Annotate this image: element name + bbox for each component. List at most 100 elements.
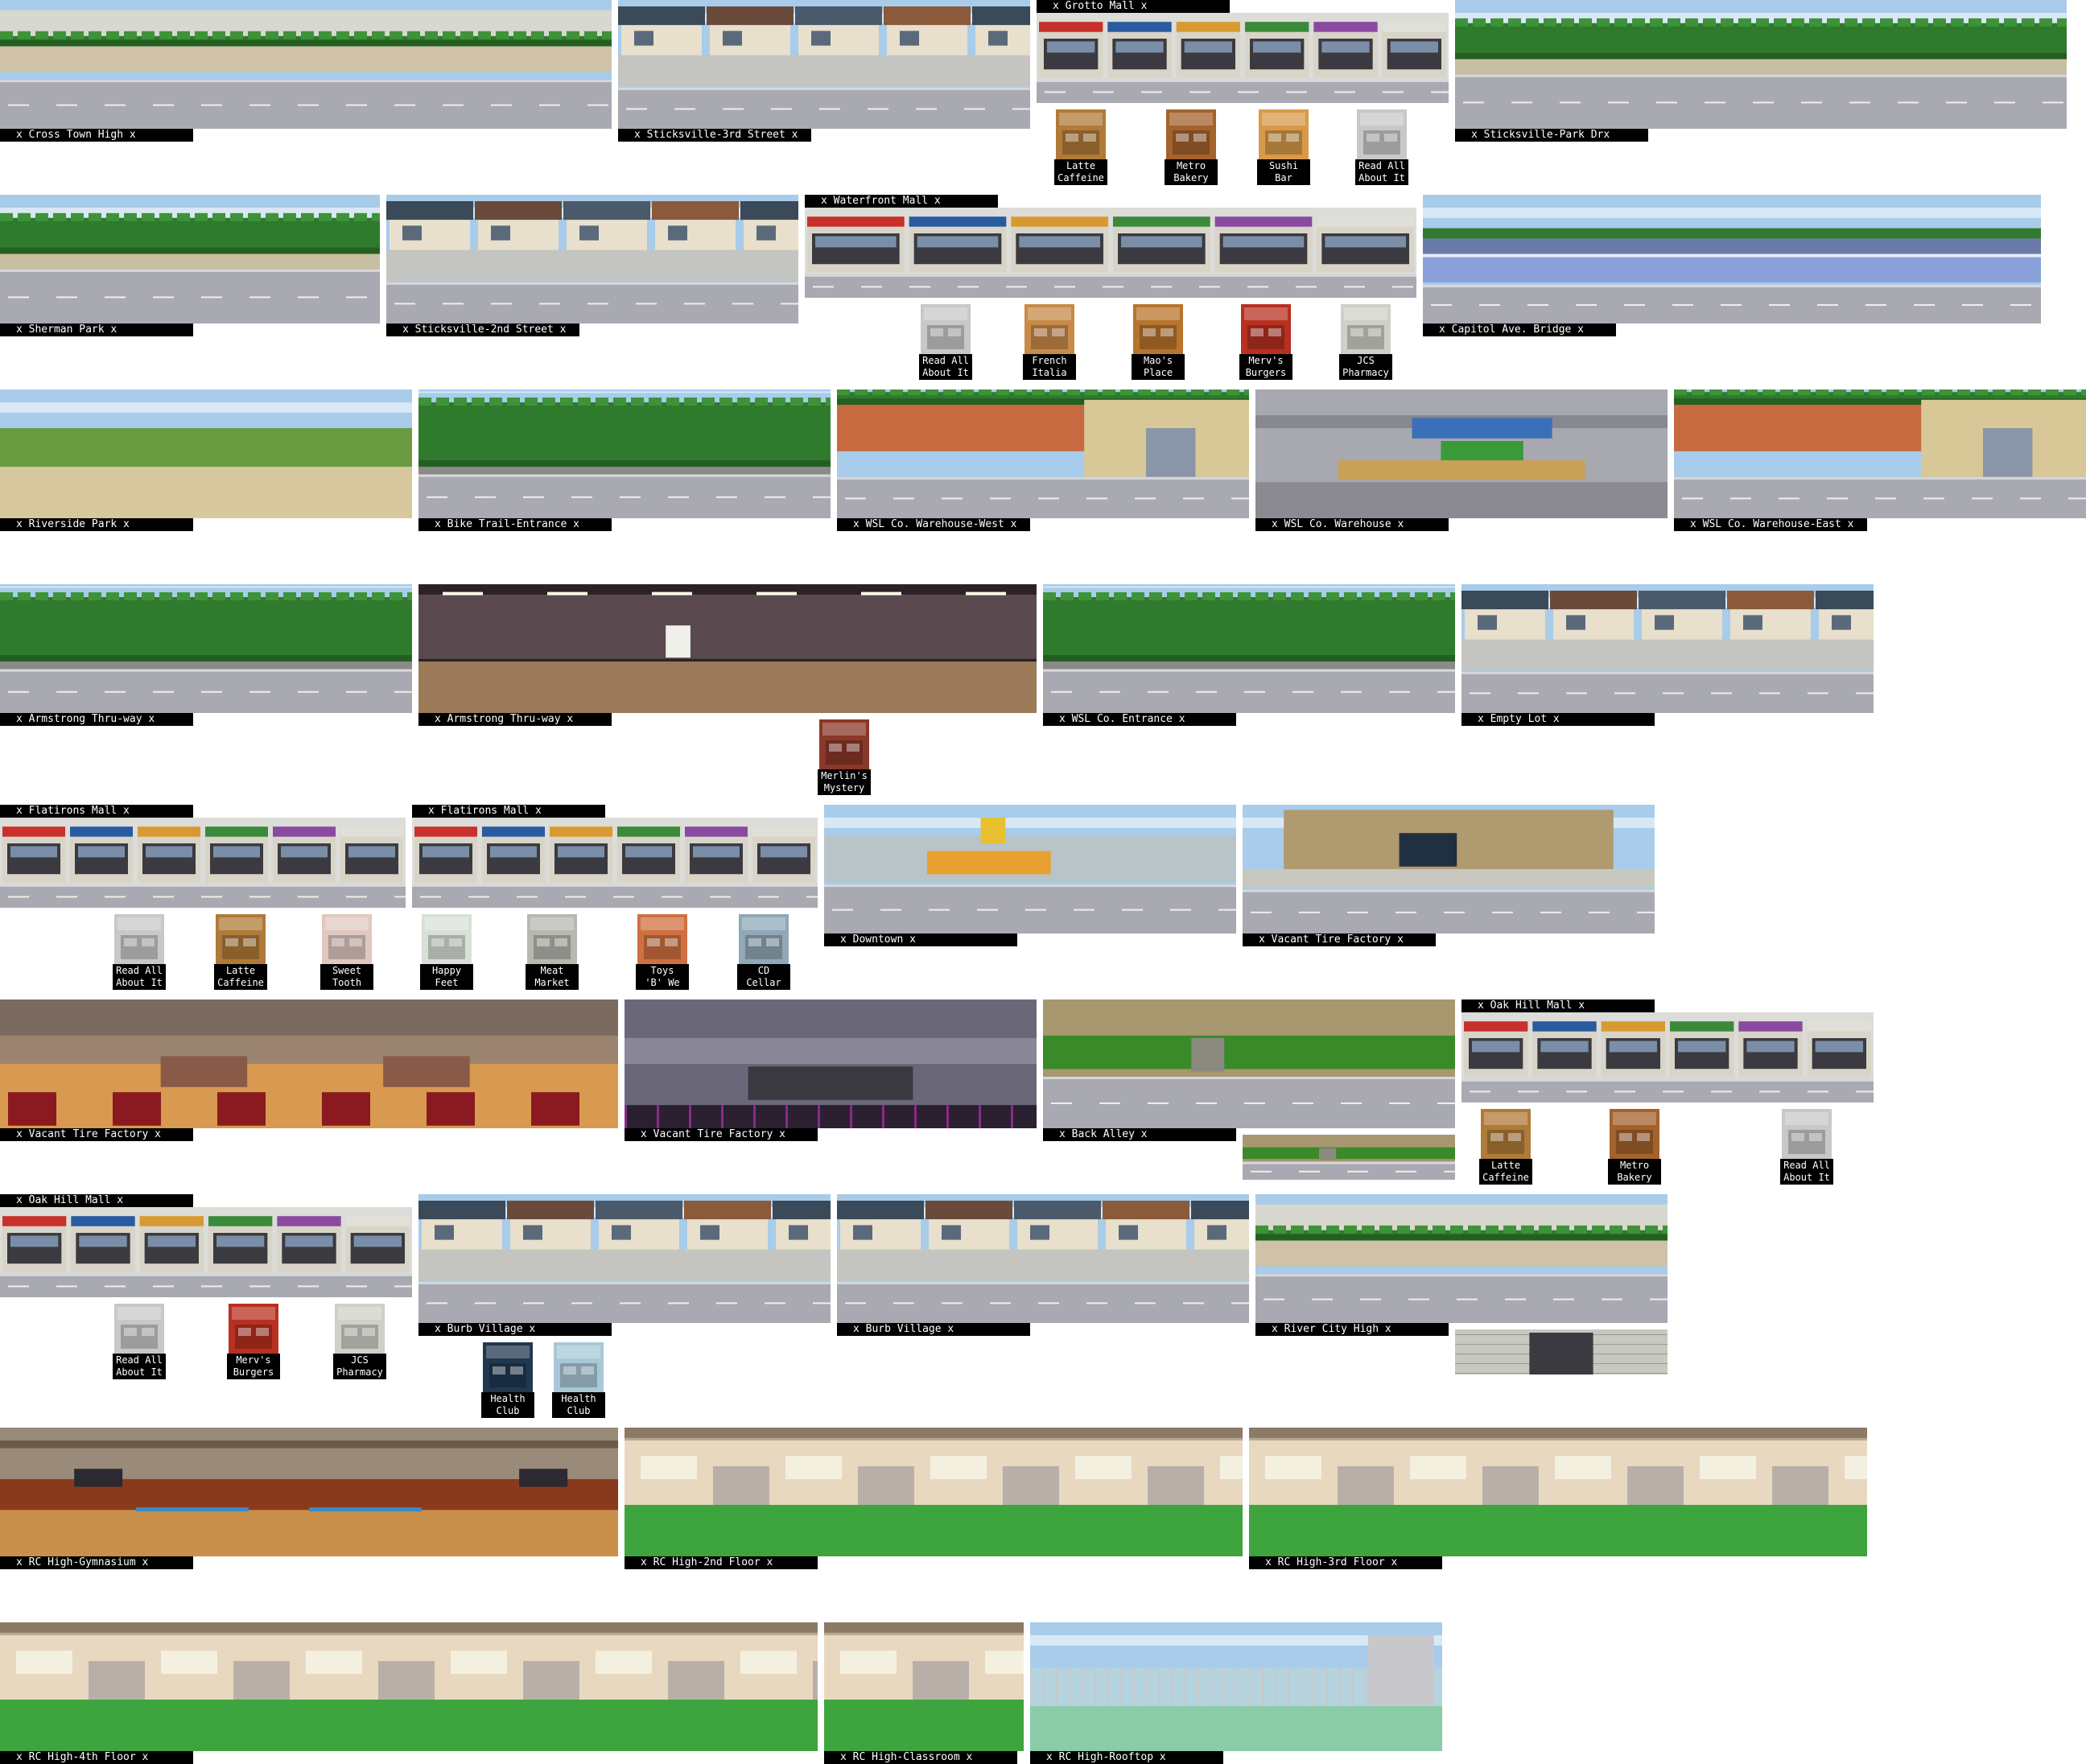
strip-oak-hill-mall-2 — [0, 1207, 412, 1297]
shop-tile: CD Cellar — [737, 914, 790, 990]
strip-armstrong-thru-way-1 — [0, 584, 412, 713]
label-rc-high-classroom: x RC High-Classroom x — [824, 1751, 1017, 1764]
restaurant-icon — [1133, 304, 1183, 354]
scene-tunnel — [418, 584, 1037, 713]
shop-label: Sushi Bar — [1257, 159, 1310, 185]
label-river-city-high: x River City High x — [1255, 1323, 1449, 1336]
shop-tile: Merlin's Mystery — [818, 719, 871, 795]
scene-wall — [1455, 1329, 1668, 1375]
label-bike-trail-entrance: x Bike Trail-Entrance x — [418, 518, 612, 531]
label-wsl-warehouse: x WSL Co. Warehouse x — [1255, 518, 1449, 531]
scene-trees — [1043, 584, 1455, 713]
label-waterfront-mall: x Waterfront Mall x — [805, 195, 998, 208]
shop-label: Read All About It — [919, 354, 972, 380]
shop-label: Latte Caffeine — [214, 964, 267, 990]
shop-tile: Latte Caffeine — [1479, 1109, 1532, 1185]
shop-tile: Sushi Bar — [1257, 109, 1310, 185]
label-sticksville-3rd-street: x Sticksville-3rd Street x — [618, 129, 811, 142]
label-downtown: x Downtown x — [824, 934, 1017, 946]
strip-wsl-entrance — [1043, 584, 1455, 713]
strip-rc-high-classroom — [824, 1622, 1024, 1751]
shop-label: Happy Feet — [420, 964, 473, 990]
scene-park — [0, 195, 380, 324]
strip-rc-high-2nd-floor — [625, 1428, 1243, 1556]
shop-label: CD Cellar — [737, 964, 790, 990]
shop-label: Metro Bakery — [1608, 1159, 1661, 1185]
cafe-shop-icon — [1481, 1109, 1531, 1159]
shop-label: Merlin's Mystery — [818, 769, 871, 795]
shop-label: Merv's Burgers — [227, 1354, 280, 1379]
shop-label: Read All About It — [113, 1354, 166, 1379]
strip-wsl-warehouse-west — [837, 389, 1249, 518]
shop-tile: Read All About It — [113, 914, 166, 990]
label-rc-high-4th-floor: x RC High-4th Floor x — [0, 1751, 193, 1764]
shop-tile: Merv's Burgers — [1239, 304, 1292, 380]
strip-sticksville-2nd-street — [386, 195, 798, 324]
strip-capitol-ave-bridge — [1423, 195, 2041, 324]
shoe-shop-icon — [422, 914, 472, 964]
scene-field — [0, 389, 412, 518]
strip-empty-lot — [1461, 584, 1874, 713]
strip-river-city-high — [1255, 1194, 1668, 1323]
strip-burb-village-1 — [418, 1194, 831, 1323]
shop-label: Merv's Burgers — [1239, 354, 1292, 380]
label-rc-high-gymnasium: x RC High-Gymnasium x — [0, 1556, 193, 1569]
bookstore-icon — [114, 914, 164, 964]
burger-shop-icon — [1241, 304, 1291, 354]
scene-hallway — [625, 1428, 1243, 1556]
shop-tile: Latte Caffeine — [1054, 109, 1107, 185]
restaurant-icon — [1024, 304, 1074, 354]
shop-tile: Health Club — [481, 1342, 534, 1418]
scene-mall — [0, 818, 406, 908]
strip-back-alley-extra — [1243, 1135, 1455, 1180]
shop-tile: Toys 'B' We — [636, 914, 689, 990]
scene-factory-interior — [0, 999, 618, 1128]
scene-mall — [412, 818, 818, 908]
shop-tile: Latte Caffeine — [214, 914, 267, 990]
shop-label: Read All About It — [1355, 159, 1408, 185]
label-wsl-entrance: x WSL Co. Entrance x — [1043, 713, 1236, 726]
scene-park — [1455, 0, 2067, 129]
scene-factory-dark — [625, 999, 1037, 1128]
shop-label: JCS Pharmacy — [333, 1354, 386, 1379]
cafe-shop-icon — [216, 914, 266, 964]
shop-tile: Happy Feet — [420, 914, 473, 990]
strip-waterfront-mall — [805, 208, 1416, 298]
strip-armstrong-thru-way-2 — [418, 584, 1037, 713]
scene-classroom — [824, 1622, 1024, 1751]
shop-tile: Sweet Tooth — [320, 914, 373, 990]
bookstore-icon — [1357, 109, 1407, 159]
label-flatirons-mall-2: x Flatirons Mall x — [412, 805, 605, 818]
scene-houses — [1461, 584, 1874, 713]
label-rc-high-3rd-floor: x RC High-3rd Floor x — [1249, 1556, 1442, 1569]
shop-label: Metro Bakery — [1165, 159, 1218, 185]
shop-label: Meat Market — [526, 964, 579, 990]
strip-bike-trail-entrance — [418, 389, 831, 518]
label-wsl-warehouse-west: x WSL Co. Warehouse-West x — [837, 518, 1030, 531]
mystery-shop-icon — [819, 719, 869, 769]
strip-cross-town-high — [0, 0, 612, 129]
label-rc-high-2nd-floor: x RC High-2nd Floor x — [625, 1556, 818, 1569]
music-shop-icon — [739, 914, 789, 964]
shop-tile: Mao's Place — [1132, 304, 1185, 380]
scene-construction — [824, 805, 1236, 934]
label-armstrong-thru-way-1: x Armstrong Thru-way x — [0, 713, 193, 726]
bakery-shop-icon — [1610, 1109, 1659, 1159]
pharmacy-icon — [1341, 304, 1391, 354]
shop-label: JCS Pharmacy — [1339, 354, 1392, 380]
label-riverside-park: x Riverside Park x — [0, 518, 193, 531]
scene-houses — [418, 1194, 831, 1323]
label-oak-hill-mall-2: x Oak Hill Mall x — [0, 1194, 193, 1207]
shop-tile: Metro Bakery — [1608, 1109, 1661, 1185]
label-vacant-tire-factory-in: x Vacant Tire Factory x — [0, 1128, 193, 1141]
scene-mall — [1461, 1012, 1874, 1102]
pharmacy-icon — [335, 1304, 385, 1354]
label-vacant-tire-factory-ext: x Vacant Tire Factory x — [1243, 934, 1436, 946]
bookstore-icon — [1782, 1109, 1832, 1159]
label-sherman-park: x Sherman Park x — [0, 324, 193, 336]
scene-hallway — [0, 1622, 818, 1751]
scene-alley — [1243, 1135, 1455, 1180]
strip-wsl-warehouse-east — [1674, 389, 2086, 518]
strip-sticksville-3rd-street — [618, 0, 1030, 129]
scene-warehouse-interior — [1255, 389, 1668, 518]
